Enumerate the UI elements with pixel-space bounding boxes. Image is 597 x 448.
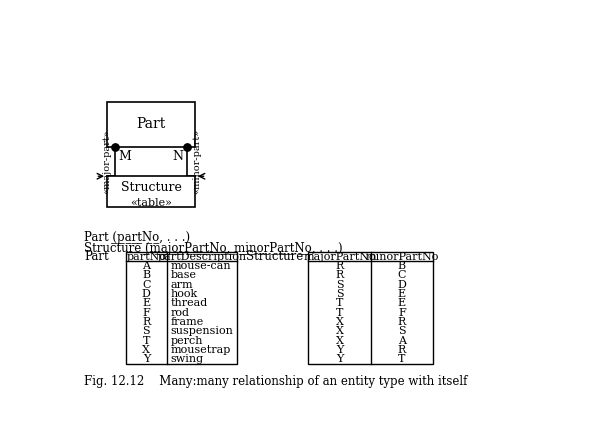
Text: R: R bbox=[142, 317, 150, 327]
Text: M: M bbox=[119, 150, 131, 163]
Text: perch: perch bbox=[171, 336, 204, 345]
Text: thread: thread bbox=[171, 298, 208, 308]
Text: C: C bbox=[398, 271, 406, 280]
Text: R: R bbox=[336, 261, 344, 271]
Text: A: A bbox=[398, 336, 406, 345]
Text: E: E bbox=[398, 298, 406, 308]
Text: F: F bbox=[143, 308, 150, 318]
Text: R: R bbox=[398, 317, 406, 327]
Text: D: D bbox=[398, 280, 407, 290]
Text: rod: rod bbox=[171, 308, 190, 318]
Text: majorPartNo: majorPartNo bbox=[303, 252, 376, 262]
Text: «minor-part»: «minor-part» bbox=[192, 129, 201, 194]
FancyBboxPatch shape bbox=[308, 252, 433, 364]
Text: C: C bbox=[142, 280, 150, 290]
Text: arm: arm bbox=[171, 280, 193, 290]
Text: «major-part»: «major-part» bbox=[103, 129, 112, 194]
Point bbox=[182, 143, 192, 151]
Text: S: S bbox=[143, 326, 150, 336]
Text: mouse-can: mouse-can bbox=[171, 261, 232, 271]
Text: R: R bbox=[398, 345, 406, 355]
Text: Part (̲p̲a̲r̲t̲N̲o̲, . . .): Part (̲p̲a̲r̲t̲N̲o̲, . . .) bbox=[84, 232, 190, 245]
Text: R: R bbox=[336, 271, 344, 280]
Text: T: T bbox=[336, 308, 343, 318]
Text: S: S bbox=[336, 289, 343, 299]
Text: X: X bbox=[336, 317, 343, 327]
Text: B: B bbox=[398, 261, 406, 271]
Text: base: base bbox=[171, 271, 197, 280]
Text: F: F bbox=[398, 308, 406, 318]
Text: suspension: suspension bbox=[171, 326, 234, 336]
Text: Part: Part bbox=[84, 250, 109, 263]
Text: S: S bbox=[336, 280, 343, 290]
Text: N: N bbox=[173, 150, 183, 163]
Text: swing: swing bbox=[171, 354, 204, 364]
FancyBboxPatch shape bbox=[107, 176, 195, 207]
Text: Structure: Structure bbox=[121, 181, 181, 194]
Text: D: D bbox=[142, 289, 151, 299]
Point bbox=[110, 143, 120, 151]
Text: mousetrap: mousetrap bbox=[171, 345, 231, 355]
Text: T: T bbox=[336, 298, 343, 308]
Text: X: X bbox=[336, 326, 343, 336]
Text: A: A bbox=[142, 261, 150, 271]
Text: «table»: «table» bbox=[130, 198, 172, 208]
Text: Y: Y bbox=[336, 354, 343, 364]
Text: X: X bbox=[336, 336, 343, 345]
Text: Structure (̲m̲a̲j̲o̲r̲P̲a̲r̲t̲N̲o̲, ̲m̲i̲n̲o̲r̲P̲a̲r̲t̲N̲o̲, . . .): Structure (̲m̲a̲j̲o̲r̲P̲a̲r̲t̲N̲o̲, ̲m̲i… bbox=[84, 242, 343, 255]
Text: S: S bbox=[398, 326, 406, 336]
Text: B: B bbox=[142, 271, 150, 280]
Text: T: T bbox=[398, 354, 405, 364]
Text: Y: Y bbox=[336, 345, 343, 355]
Text: minorPartNo: minorPartNo bbox=[365, 252, 439, 262]
Text: E: E bbox=[142, 298, 150, 308]
Text: frame: frame bbox=[171, 317, 204, 327]
Text: Part: Part bbox=[136, 117, 165, 131]
Text: partNo: partNo bbox=[127, 252, 167, 262]
Text: hook: hook bbox=[171, 289, 198, 299]
Text: Y: Y bbox=[143, 354, 150, 364]
Text: X: X bbox=[143, 345, 150, 355]
Text: Structure: Structure bbox=[247, 250, 304, 263]
Text: T: T bbox=[143, 336, 150, 345]
FancyBboxPatch shape bbox=[125, 252, 236, 364]
FancyBboxPatch shape bbox=[107, 102, 195, 147]
Text: Fig. 12.12    Many:many relationship of an entity type with itself: Fig. 12.12 Many:many relationship of an … bbox=[84, 375, 467, 388]
Text: E: E bbox=[398, 289, 406, 299]
Text: partDescription: partDescription bbox=[157, 252, 247, 262]
